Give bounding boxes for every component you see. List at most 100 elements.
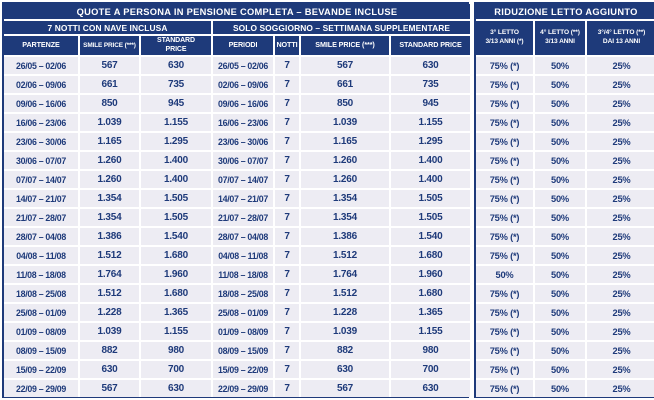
notti-cell: 7 — [273, 207, 301, 228]
reduction-row: 75% (*) 50% 25% — [476, 188, 654, 209]
standard-price-soggiorno-cell: 1.960 — [389, 264, 470, 285]
standard-price-nave-cell: 1.505 — [139, 207, 213, 228]
partenze-cell: 25/08 – 01/09 — [4, 302, 80, 323]
notti-cell: 7 — [273, 93, 301, 114]
notti-cell: 7 — [273, 150, 301, 171]
terzo-quarto-letto-adulti-cell: 25% — [585, 169, 654, 190]
main-price-table-frame: QUOTE A PERSONA IN PENSIONE COMPLETA – B… — [2, 2, 470, 398]
periodi-cell: 15/09 – 22/09 — [211, 359, 275, 380]
terzo-quarto-letto-adulti-cell: 25% — [585, 264, 654, 285]
quarto-letto-cell: 50% — [533, 321, 587, 342]
terzo-letto-cell: 75% (*) — [476, 283, 535, 304]
reduction-row: 75% (*) 50% 25% — [476, 226, 654, 247]
terzo-letto-cell: 75% (*) — [476, 55, 535, 76]
main-price-table: QUOTE A PERSONA IN PENSIONE COMPLETA – B… — [4, 4, 470, 397]
standard-price-nave-cell: 1.680 — [139, 245, 213, 266]
reduction-row: 75% (*) 50% 25% — [476, 283, 654, 304]
reduction-row: 75% (*) 50% 25% — [476, 55, 654, 76]
smile-price-soggiorno-cell: 882 — [299, 340, 391, 361]
notti-cell: 7 — [273, 264, 301, 285]
standard-price-nave-cell: 1.155 — [139, 112, 213, 133]
standard-price-nave-cell: 1.295 — [139, 131, 213, 152]
reduction-table-frame: RIDUZIONE LETTO AGGIUNTO 3° LETTO 3/13 A… — [474, 2, 654, 398]
terzo-letto-cell: 75% (*) — [476, 131, 535, 152]
col-header-terzo-quarto-letto-adulti: 3°/4° LETTO (**) DAI 13 ANNI — [585, 19, 654, 57]
smile-price-soggiorno-cell: 850 — [299, 93, 391, 114]
smile-price-nave-cell: 567 — [78, 55, 141, 76]
terzo-quarto-letto-adulti-cell: 25% — [585, 245, 654, 266]
col-header-standard-price-nave: STANDARD PRICE — [139, 34, 213, 57]
terzo-quarto-letto-adulti-cell: 25% — [585, 359, 654, 380]
quarto-letto-cell: 50% — [533, 93, 587, 114]
col-header-periodi: PERIODI — [211, 34, 275, 57]
price-row: 22/09 – 29/09 567 630 22/09 – 29/09 7 567 630 — [4, 378, 470, 397]
smile-price-soggiorno-cell: 1.512 — [299, 283, 391, 304]
standard-price-soggiorno-cell: 1.540 — [389, 226, 470, 247]
smile-price-soggiorno-cell: 1.354 — [299, 188, 391, 209]
standard-price-soggiorno-cell: 1.505 — [389, 188, 470, 209]
smile-price-nave-cell: 1.260 — [78, 169, 141, 190]
smile-price-nave-cell: 661 — [78, 74, 141, 95]
terzo-quarto-letto-adulti-cell: 25% — [585, 302, 654, 323]
notti-cell: 7 — [273, 340, 301, 361]
price-row: 08/09 – 15/09 882 980 08/09 – 15/09 7 882 980 — [4, 340, 470, 361]
partenze-cell: 15/09 – 22/09 — [4, 359, 80, 380]
group-header-solo-soggiorno: SOLO SOGGIORNO – SETTIMANA SUPPLEMENTARE — [211, 19, 470, 36]
partenze-cell: 07/07 – 14/07 — [4, 169, 80, 190]
terzo-quarto-letto-adulti-cell: 25% — [585, 207, 654, 228]
periodi-cell: 25/08 – 01/09 — [211, 302, 275, 323]
partenze-cell: 23/06 – 30/06 — [4, 131, 80, 152]
standard-price-nave-cell: 1.400 — [139, 169, 213, 190]
periodi-cell: 23/06 – 30/06 — [211, 131, 275, 152]
col-header-notti: NOTTI — [273, 34, 301, 57]
terzo-letto-cell: 75% (*) — [476, 321, 535, 342]
terzo-quarto-letto-adulti-cell: 25% — [585, 93, 654, 114]
terzo-letto-cell: 75% (*) — [476, 93, 535, 114]
partenze-cell: 30/06 – 07/07 — [4, 150, 80, 171]
notti-cell: 7 — [273, 359, 301, 380]
price-row: 04/08 – 11/08 1.512 1.680 04/08 – 11/08 7 1.5… — [4, 245, 470, 266]
terzo-letto-cell: 75% (*) — [476, 188, 535, 209]
smile-price-nave-cell: 1.260 — [78, 150, 141, 171]
standard-price-nave-cell: 630 — [139, 378, 213, 397]
reduction-row: 75% (*) 50% 25% — [476, 169, 654, 190]
price-row: 07/07 – 14/07 1.260 1.400 07/07 – 14/07 7 1.2… — [4, 169, 470, 190]
reduction-row: 75% (*) 50% 25% — [476, 131, 654, 152]
periodi-cell: 18/08 – 25/08 — [211, 283, 275, 304]
smile-price-nave-cell: 1.165 — [78, 131, 141, 152]
col-header-terzo-letto: 3° LETTO 3/13 ANNI (*) — [476, 19, 535, 57]
terzo-quarto-letto-adulti-cell: 25% — [585, 112, 654, 133]
quarto-letto-cell: 50% — [533, 169, 587, 190]
group-header-row: 7 NOTTI CON NAVE INCLUSA SOLO SOGGIORNO … — [4, 19, 470, 36]
standard-price-nave-cell: 735 — [139, 74, 213, 95]
smile-price-nave-cell: 1.386 — [78, 226, 141, 247]
group-header-nave-inclusa: 7 NOTTI CON NAVE INCLUSA — [4, 19, 213, 36]
terzo-letto-cell: 75% (*) — [476, 245, 535, 266]
quarto-letto-cell: 50% — [533, 245, 587, 266]
smile-price-nave-cell: 1.512 — [78, 283, 141, 304]
periodi-cell: 21/07 – 28/07 — [211, 207, 275, 228]
smile-price-soggiorno-cell: 1.764 — [299, 264, 391, 285]
terzo-quarto-letto-adulti-cell: 25% — [585, 188, 654, 209]
notti-cell: 7 — [273, 226, 301, 247]
reduction-row: 50% 50% 25% — [476, 264, 654, 285]
partenze-cell: 08/09 – 15/09 — [4, 340, 80, 361]
standard-price-nave-cell: 1.540 — [139, 226, 213, 247]
terzo-quarto-letto-adulti-cell: 25% — [585, 283, 654, 304]
price-row: 14/07 – 21/07 1.354 1.505 14/07 – 21/07 7 1.3… — [4, 188, 470, 209]
quarto-letto-cell: 50% — [533, 188, 587, 209]
smile-price-soggiorno-cell: 661 — [299, 74, 391, 95]
periodi-cell: 22/09 – 29/09 — [211, 378, 275, 397]
terzo-quarto-letto-adulti-cell: 25% — [585, 150, 654, 171]
smile-price-soggiorno-cell: 1.039 — [299, 321, 391, 342]
reduction-table-body: 75% (*) 50% 25% 75% (*) 50% 25% 75% (*) 50% 25% 7… — [476, 55, 654, 397]
standard-price-soggiorno-cell: 1.155 — [389, 112, 470, 133]
smile-price-nave-cell: 1.764 — [78, 264, 141, 285]
notti-cell: 7 — [273, 55, 301, 76]
partenze-cell: 04/08 – 11/08 — [4, 245, 80, 266]
terzo-letto-cell: 75% (*) — [476, 378, 535, 397]
standard-price-nave-cell: 1.400 — [139, 150, 213, 171]
standard-price-soggiorno-cell: 945 — [389, 93, 470, 114]
smile-price-nave-cell: 1.354 — [78, 207, 141, 228]
